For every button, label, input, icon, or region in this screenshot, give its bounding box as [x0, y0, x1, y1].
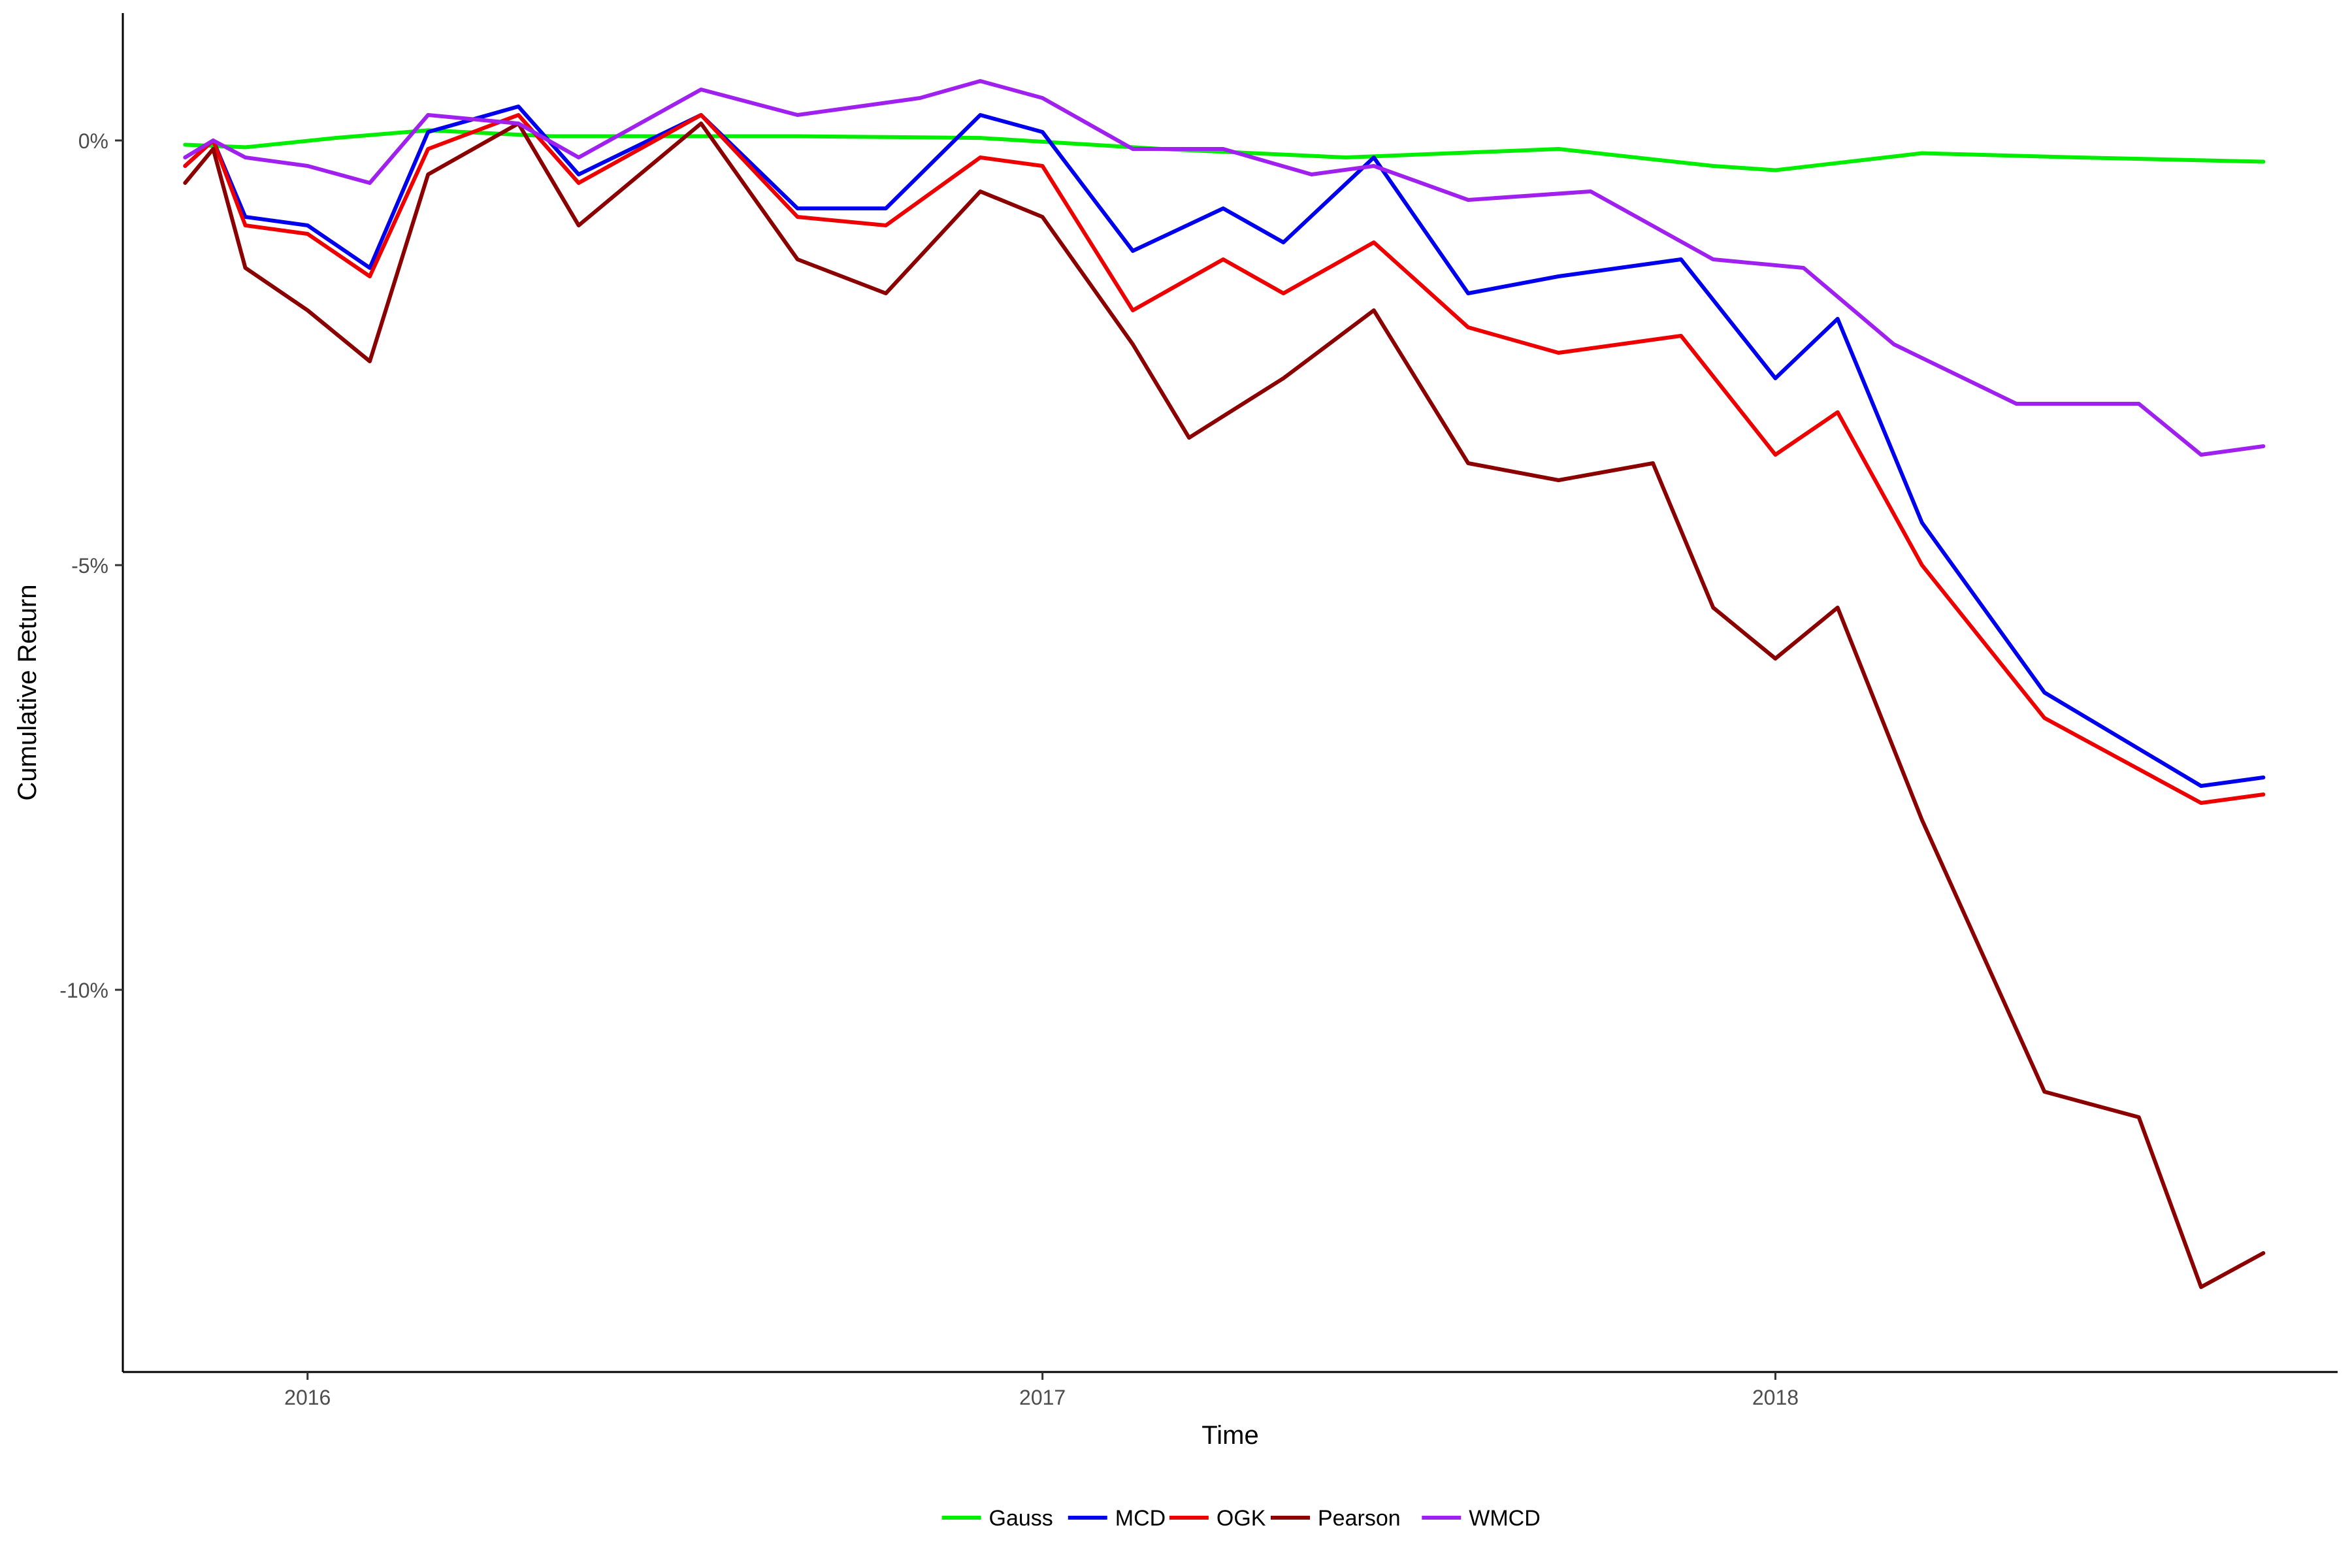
y-axis-title: Cumulative Return — [13, 584, 42, 800]
series-line-pearson — [183, 122, 2266, 1289]
ticks: 0% -5% -10% 2016 2017 2018 — [59, 129, 1799, 1409]
legend-label: Gauss — [989, 1506, 1053, 1531]
x-tick-label: 2018 — [1752, 1386, 1799, 1409]
y-tick-label: -10% — [59, 979, 108, 1002]
legend-label: Pearson — [1318, 1506, 1401, 1531]
series-line-mcd — [183, 105, 2266, 788]
legend-item-gauss: Gauss — [941, 1506, 1053, 1531]
legend-item-ogk: OGK — [1169, 1506, 1266, 1531]
x-tick-label: 2016 — [284, 1386, 331, 1409]
legend-item-wmcd: WMCD — [1422, 1506, 1541, 1531]
y-tick-label: 0% — [78, 129, 108, 153]
x-axis-title: Time — [1201, 1421, 1258, 1450]
legend-label: MCD — [1115, 1506, 1166, 1531]
x-tick-label: 2017 — [1019, 1386, 1066, 1409]
legend: Gauss MCD OGK Pearson WMCD — [941, 1506, 1541, 1531]
series-line-wmcd — [183, 79, 2266, 457]
y-tick-label: -5% — [71, 554, 108, 578]
series-line-ogk — [183, 113, 2266, 805]
legend-item-pearson: Pearson — [1271, 1506, 1401, 1531]
legend-item-mcd: MCD — [1068, 1506, 1166, 1531]
series-line-gauss — [183, 128, 2266, 172]
axes — [122, 13, 2338, 1373]
legend-label: WMCD — [1469, 1506, 1541, 1531]
legend-label: OGK — [1217, 1506, 1266, 1531]
series-lines — [183, 79, 2266, 1289]
